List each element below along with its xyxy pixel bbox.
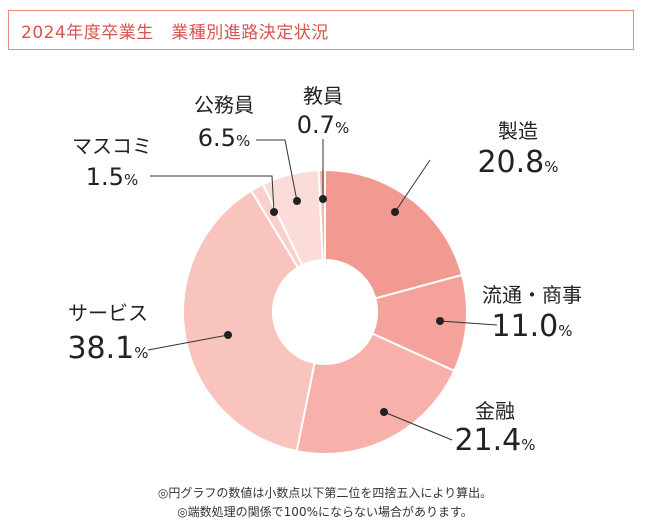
slice-value-5: 6.5% — [198, 124, 250, 152]
leader-line-2 — [383, 411, 453, 441]
leader-dot-1 — [436, 317, 444, 325]
leader-dot-3 — [224, 331, 232, 339]
leader-line-3 — [147, 334, 229, 351]
slice-value-1: 11.0% — [491, 309, 572, 344]
slice-value-0: 20.8% — [477, 145, 558, 180]
leader-dot-0 — [391, 208, 399, 216]
slice-label-5: 公務員 — [194, 93, 254, 117]
chart-title: 2024年度卒業生 業種別進路決定状況 — [8, 10, 634, 50]
leader-line-4 — [150, 175, 275, 213]
slice-2 — [295, 332, 456, 455]
slice-label-0: 製造 — [498, 119, 538, 143]
leader-dot-6 — [319, 195, 327, 203]
slice-label-3: サービス — [68, 301, 148, 325]
slice-3 — [182, 189, 316, 453]
slice-label-1: 流通・商事 — [482, 283, 582, 307]
slice-value-2: 21.4% — [454, 423, 535, 458]
leader-dot-4 — [270, 208, 278, 216]
leader-line-5 — [256, 139, 298, 202]
slice-value-6: 0.7% — [297, 111, 349, 139]
slice-value-4: 1.5% — [86, 163, 138, 191]
slice-0 — [324, 168, 464, 300]
footnote-rounding: ◎円グラフの数値は小数点以下第二位を四捨五入により算出。 — [157, 486, 493, 500]
leader-dot-2 — [380, 408, 388, 416]
leader-line-1 — [439, 320, 498, 326]
leader-line-0 — [394, 159, 431, 213]
slice-label-4: マスコミ — [72, 134, 152, 158]
slice-value-3: 38.1% — [67, 331, 148, 366]
slice-label-2: 金融 — [475, 399, 515, 423]
footnote-total: ◎端数処理の関係で100%にならない場合があります。 — [177, 505, 473, 519]
slice-label-6: 教員 — [303, 84, 343, 108]
leader-dot-5 — [293, 197, 301, 205]
